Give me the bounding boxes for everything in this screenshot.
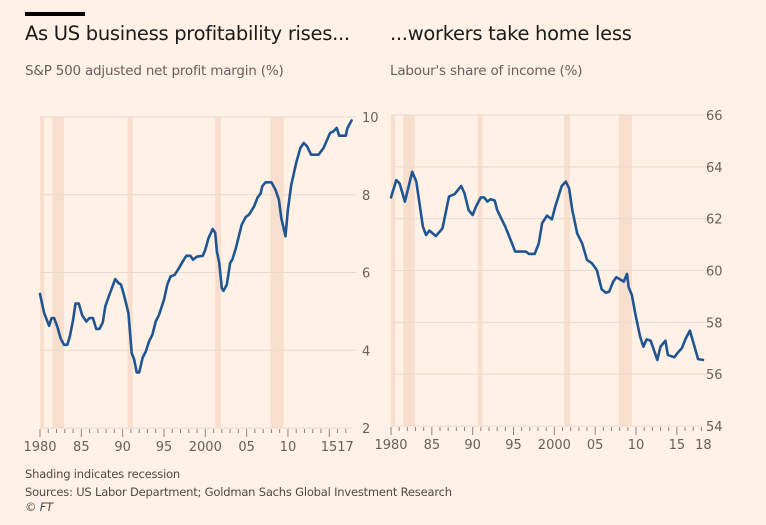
y-tick-label: 66 [706, 109, 723, 124]
y-tick-label: 58 [706, 316, 723, 331]
x-tick-label: 05 [587, 438, 604, 453]
x-tick-label: 95 [505, 438, 522, 453]
y-tick-label: 6 [362, 267, 370, 282]
right-chart-subtitle: Labour's share of income (%) [390, 63, 583, 79]
x-tick-label: 18 [695, 438, 712, 453]
x-tick-label: 1980 [23, 440, 56, 455]
recession-note: Shading indicates recession [25, 467, 181, 481]
series-line [38, 119, 353, 374]
y-tick-label: 54 [706, 420, 723, 435]
y-tick-label: 60 [706, 265, 723, 280]
y-tick-label: 62 [706, 213, 723, 228]
series-line [389, 170, 705, 362]
x-tick-label: 15 [669, 438, 686, 453]
x-tick-label: 95 [156, 440, 173, 455]
left-chart-title: As US business profitability rises... [25, 22, 350, 45]
y-tick-label: 2 [362, 422, 370, 437]
sources: Sources: US Labor Department; Goldman Sa… [25, 485, 452, 499]
x-tick-label: 2000 [189, 440, 222, 455]
x-tick-label: 2000 [538, 438, 571, 453]
ft-credit: © FT [25, 500, 53, 514]
left-chart-subtitle: S&P 500 adjusted net profit margin (%) [25, 63, 284, 79]
ft-title-bar [25, 12, 85, 16]
x-tick-label: 90 [464, 438, 481, 453]
y-tick-label: 56 [706, 368, 723, 383]
y-tick-label: 4 [362, 344, 370, 359]
x-tick-label: 05 [238, 440, 255, 455]
x-tick-label: 15 [321, 440, 338, 455]
x-tick-label: 90 [114, 440, 131, 455]
y-tick-label: 10 [362, 111, 379, 126]
y-tick-label: 64 [706, 161, 723, 176]
x-tick-label: 10 [628, 438, 645, 453]
y-tick-label: 8 [362, 189, 370, 204]
x-tick-label: 85 [73, 440, 90, 455]
x-tick-label: 10 [280, 440, 297, 455]
right-chart-title: ...workers take home less [390, 22, 632, 45]
x-tick-label: 17 [337, 440, 354, 455]
x-tick-label: 85 [424, 438, 441, 453]
x-tick-label: 1980 [374, 438, 407, 453]
